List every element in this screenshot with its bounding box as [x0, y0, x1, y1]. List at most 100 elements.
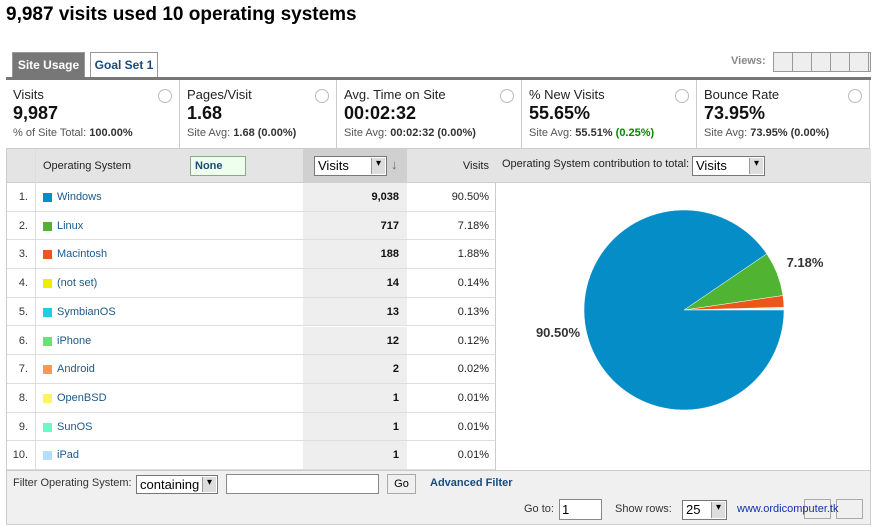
go-button[interactable]: Go — [387, 474, 416, 494]
pie-chart: 90.50% 7.18% — [536, 209, 824, 411]
color-swatch — [43, 193, 52, 202]
visits: 9,038 — [371, 191, 399, 203]
metric-sub-text: 73.95% (0.00%) — [750, 127, 830, 139]
visits-cell-bg — [303, 297, 407, 327]
sort-arrow: ↓ — [391, 157, 398, 172]
rank: 3. — [18, 248, 28, 261]
percent: 7.18% — [457, 219, 489, 232]
visits-cell-bg — [303, 326, 407, 356]
metric-sub-text: 55.51% — [575, 127, 613, 139]
os-link[interactable]: Android — [57, 363, 95, 376]
metric-sub: Site Avg: 00:02:32 (0.00%) — [344, 127, 476, 139]
goto-input[interactable]: 1 — [559, 499, 602, 520]
os-link[interactable]: SymbianOS — [57, 305, 116, 318]
metric-cell — [697, 80, 870, 149]
metric-sub-text: 1.68 (0.00%) — [233, 127, 297, 139]
os-link[interactable]: iPad — [57, 449, 80, 462]
pie-border — [495, 183, 871, 470]
metric-sub-text: Site Avg: — [187, 127, 231, 139]
advanced-filter[interactable]: Advanced Filter — [430, 477, 513, 489]
filter-select[interactable]: containing — [136, 475, 218, 494]
visits-cell-bg — [303, 269, 407, 298]
segment-select[interactable]: None — [190, 156, 246, 176]
visits-cell-bg — [303, 355, 407, 384]
os-link[interactable]: SunOS — [57, 420, 93, 433]
dimension-label: Operating System — [43, 160, 132, 172]
os-link[interactable]: iPhone — [57, 334, 92, 347]
color-swatch — [43, 393, 52, 403]
percent: 0.01% — [457, 391, 489, 404]
os-link[interactable]: OpenBSD — [57, 391, 107, 404]
rank: 5. — [18, 305, 28, 318]
percent: 0.13% — [457, 305, 489, 318]
rank: 1. — [18, 191, 28, 203]
help-icon[interactable] — [500, 89, 514, 103]
rows-label: Show rows: — [615, 503, 672, 515]
rows-select[interactable]: 25 — [682, 500, 727, 520]
percent: 0.12% — [457, 334, 489, 347]
rank: 4. — [18, 277, 28, 290]
os-link[interactable]: (not set) — [57, 277, 98, 290]
view-switcher[interactable] — [773, 52, 871, 72]
tab[interactable]: Site Usage — [12, 52, 85, 77]
metric-sub-text: (0.25%) — [615, 127, 655, 139]
watermark: www.ordicomputer.tk — [737, 503, 839, 515]
tab[interactable]: Goal Set 1 — [90, 52, 158, 77]
visits-cell-bg — [303, 183, 407, 212]
color-swatch — [43, 451, 52, 461]
row — [6, 327, 496, 356]
rank: 10. — [12, 449, 28, 462]
metric-name: % New Visits — [529, 87, 605, 102]
metric-sub-text: Site Avg: — [344, 127, 388, 139]
os-link[interactable]: Linux — [57, 219, 84, 232]
visits-cell-bg — [303, 441, 407, 470]
visits: 1 — [392, 449, 399, 462]
metric-sub: Site Avg: 55.51% (0.25%) — [529, 127, 654, 139]
percent: 0.01% — [457, 449, 489, 462]
filter-label: Filter Operating System: — [13, 477, 132, 489]
pie-slice — [583, 209, 785, 411]
help-icon[interactable] — [158, 89, 172, 103]
tab-bar — [6, 77, 871, 80]
visits-cell-bg — [303, 211, 407, 241]
pie-label: 7.18% — [787, 255, 824, 270]
help-icon[interactable] — [675, 89, 689, 103]
rank: 2. — [18, 219, 28, 232]
metric-value: 55.65% — [529, 103, 591, 123]
metric-value: 1.68 — [187, 103, 223, 123]
rank: 9. — [18, 420, 28, 433]
metric-sub-text: Site Avg: — [704, 127, 748, 139]
color-swatch — [43, 365, 52, 375]
os-link[interactable]: Macintosh — [57, 248, 108, 261]
metric-sub-text: % of Site Total: — [13, 127, 87, 139]
help-icon[interactable] — [315, 89, 329, 103]
visits: 1 — [392, 420, 399, 433]
metric-name: Pages/Visit — [187, 87, 252, 102]
visits: 12 — [386, 334, 399, 347]
percent: 90.50% — [451, 191, 489, 203]
help-icon[interactable] — [848, 89, 862, 103]
row — [6, 269, 496, 298]
pie-select[interactable]: Visits — [692, 156, 765, 176]
metric-cell — [6, 80, 180, 149]
metric-sub: Site Avg: 1.68 (0.00%) — [187, 127, 296, 139]
visits: 2 — [392, 363, 399, 376]
prev-button[interactable] — [804, 499, 831, 519]
os-link[interactable]: Windows — [57, 191, 102, 203]
row — [6, 298, 496, 327]
metric-value: 00:02:32 — [344, 103, 417, 123]
color-swatch — [43, 307, 52, 317]
metric-sub-text: 00:02:32 (0.00%) — [390, 127, 476, 139]
percent: 0.14% — [457, 277, 489, 290]
row — [6, 413, 496, 442]
visits: 717 — [380, 219, 399, 232]
metric-name: Bounce Rate — [704, 87, 780, 102]
next-button[interactable] — [836, 499, 863, 519]
filter-input[interactable] — [226, 474, 379, 494]
pie-label-header: Operating System contribution to total: — [502, 158, 690, 170]
metric-name: Avg. Time on Site — [344, 87, 446, 102]
metric-select[interactable]: Visits — [314, 156, 387, 176]
page-title: 9,987 visits used 10 operating systems — [6, 4, 357, 25]
row — [6, 441, 496, 470]
pie-label: 90.50% — [536, 325, 581, 340]
